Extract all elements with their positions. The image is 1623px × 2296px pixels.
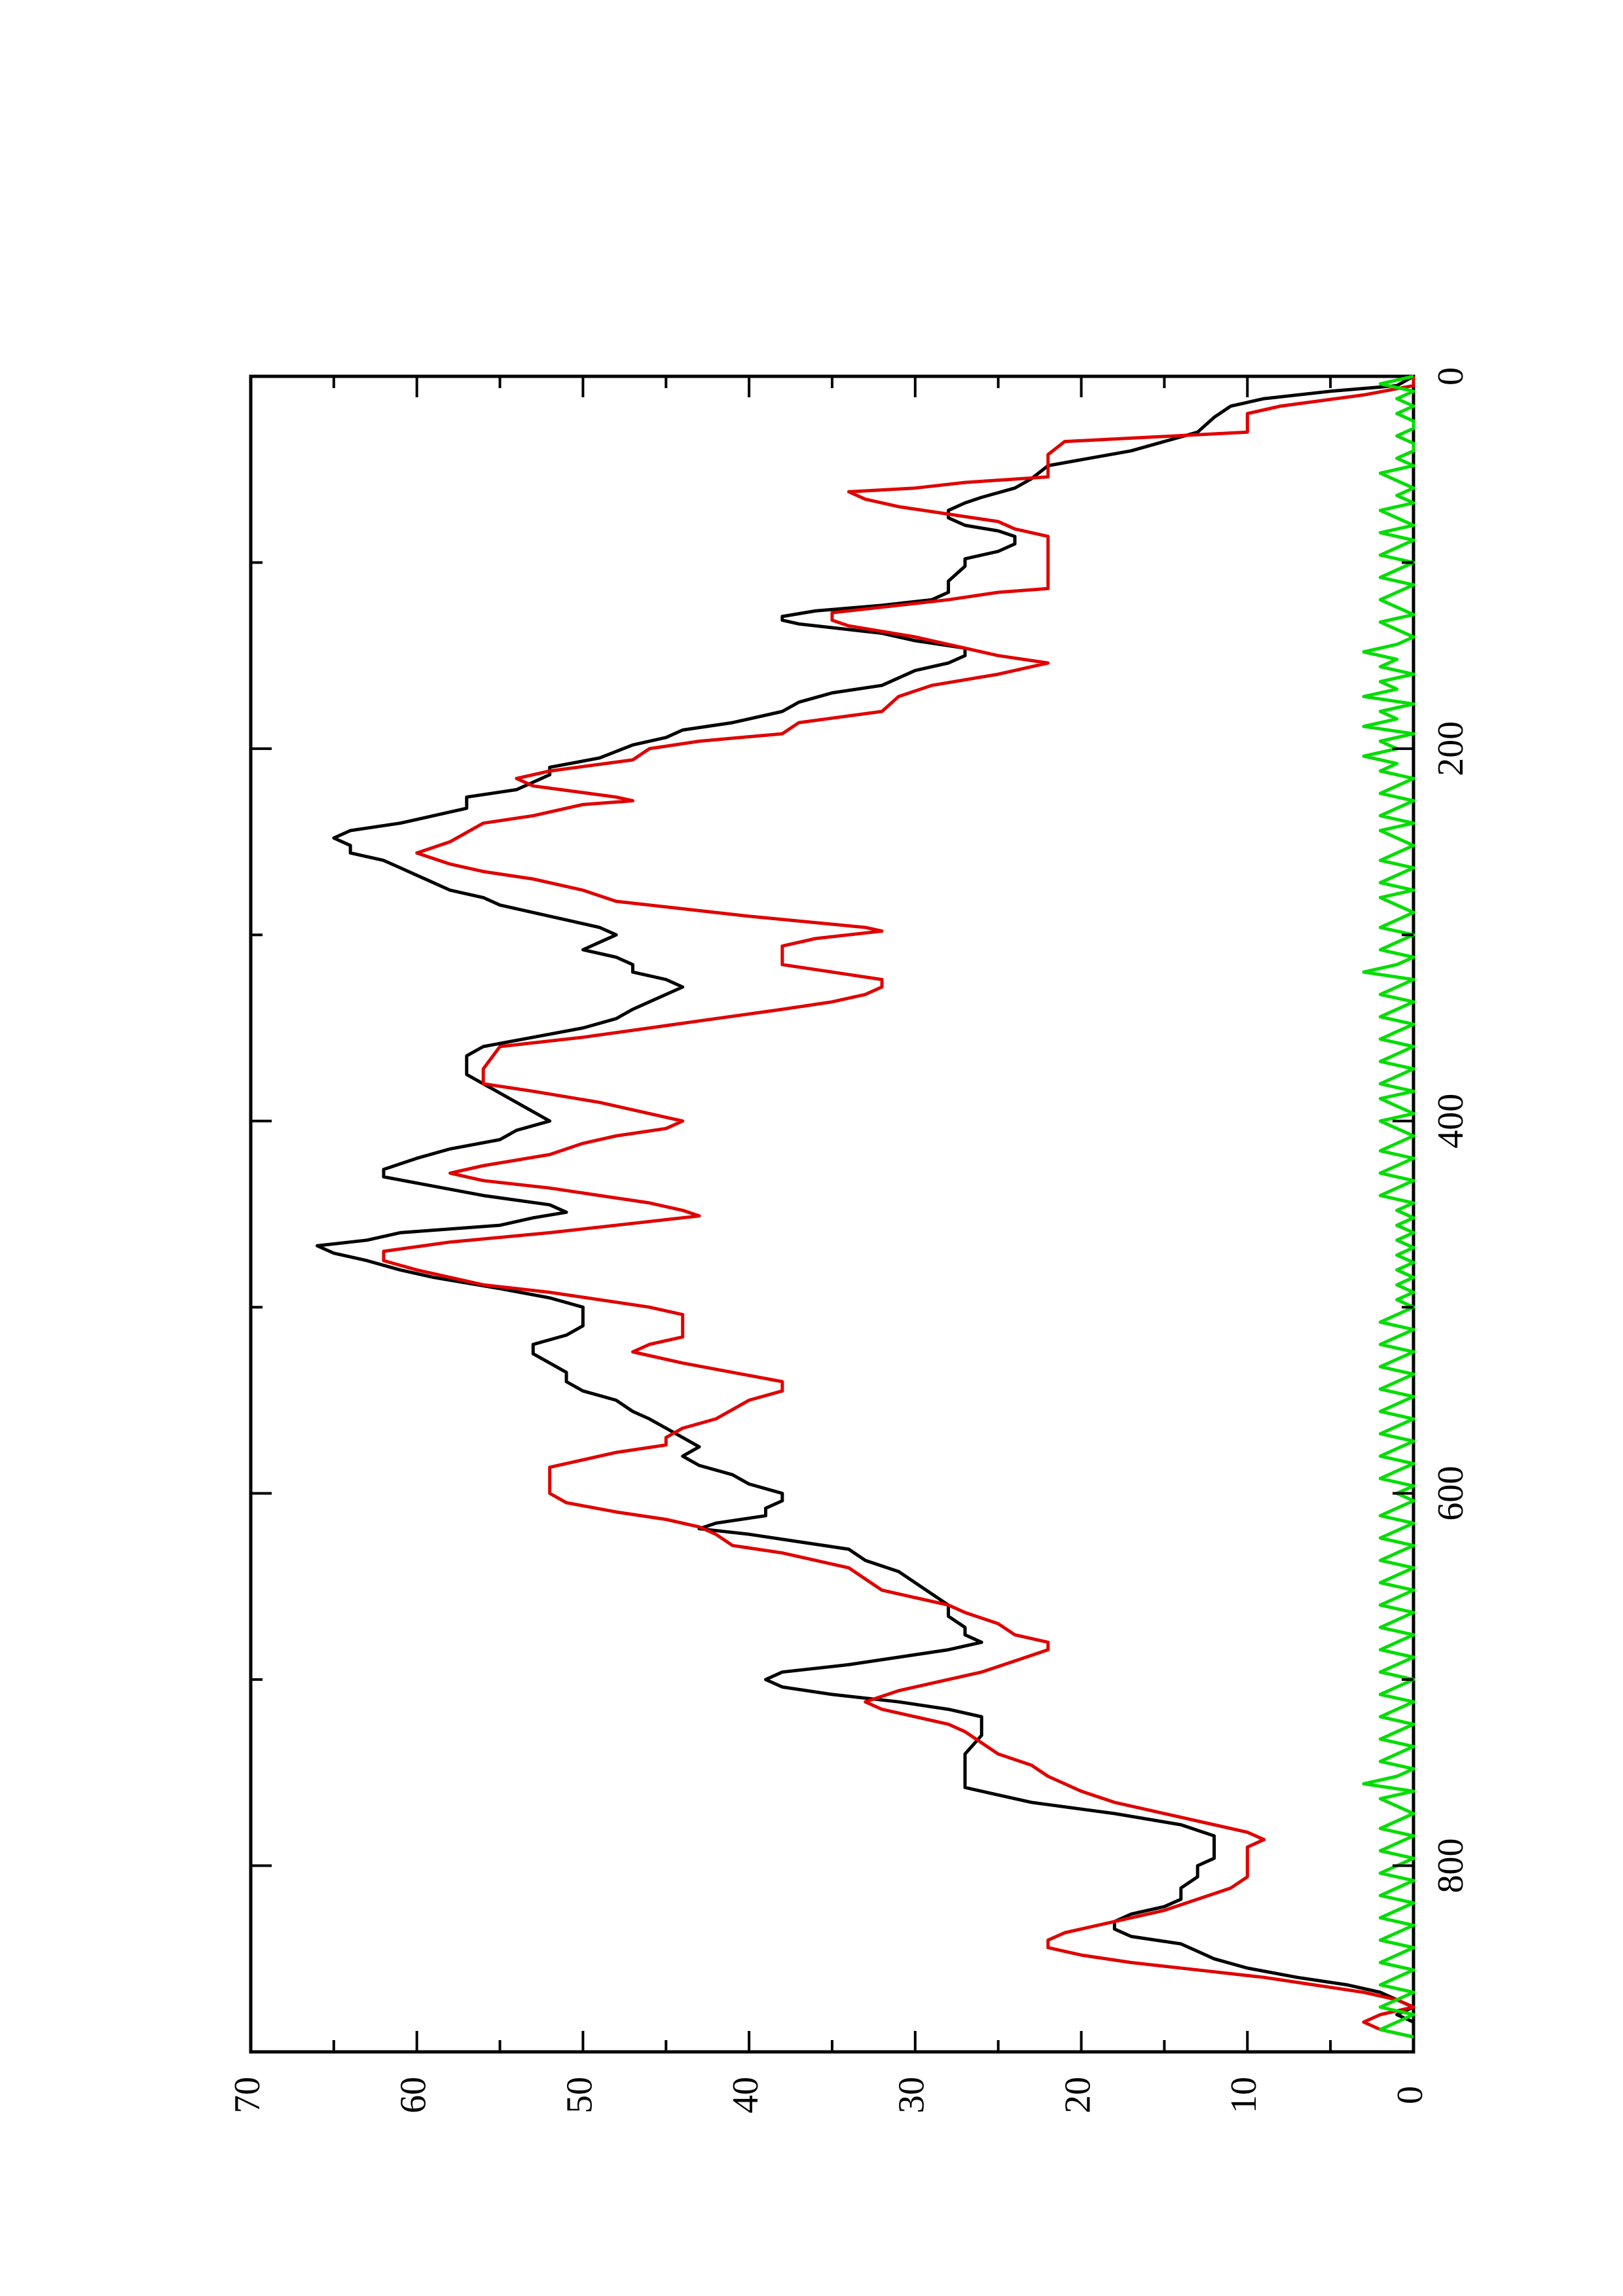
x-tick-label: 800	[1431, 1839, 1471, 1893]
tick-labels-layer: 0 200 400 600 800 0 10 20 30 40 50 60 70	[227, 367, 1471, 2113]
x-tick-label: 400	[1431, 1094, 1471, 1149]
y-tick-label: 10	[1224, 2077, 1264, 2113]
y-tick-label: 40	[725, 2077, 766, 2113]
y-tick-label: 0	[1390, 2086, 1431, 2104]
series-layer	[316, 374, 1415, 2039]
y-tick-label: 20	[1057, 2077, 1098, 2113]
x-tick-label: 200	[1431, 721, 1471, 776]
x-tick-label: 0	[1431, 367, 1471, 386]
series-line-2	[382, 376, 1415, 2039]
y-tick-label: 30	[892, 2077, 932, 2113]
series-line-3	[1362, 374, 1415, 2039]
y-tick-label: 50	[559, 2077, 600, 2113]
y-tick-label: 60	[393, 2077, 434, 2113]
series-line-1	[316, 374, 1415, 2037]
y-tick-label: 70	[227, 2077, 268, 2113]
ticks-layer	[251, 376, 1413, 2053]
x-tick-label: 600	[1431, 1466, 1471, 1521]
